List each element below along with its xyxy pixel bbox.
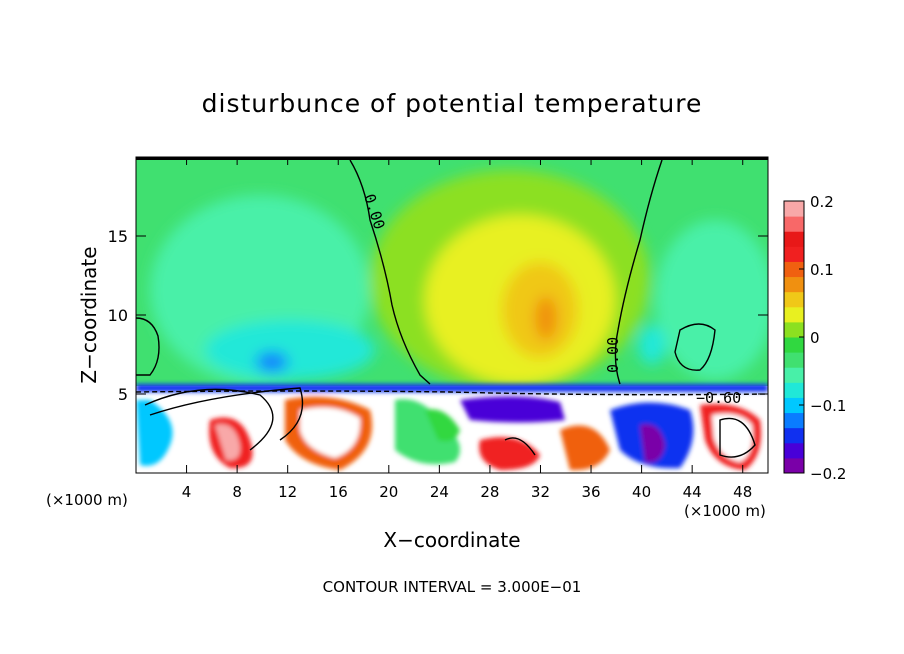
colorbar-swatch (784, 442, 804, 459)
colorbar-swatch (784, 382, 804, 398)
contour-interval-footer: CONTOUR INTERVAL = 3.000E−01 (323, 578, 582, 596)
colorbar-swatch (784, 412, 804, 429)
contour-lower-2 (149, 387, 304, 441)
x-tick-label: 28 (480, 483, 499, 501)
contour-lines (136, 159, 768, 458)
colorbar-swatch (784, 276, 804, 293)
contour-zero-right (614, 159, 663, 385)
colorbar-swatch (784, 352, 804, 368)
colorbar-swatch (784, 321, 804, 338)
colorbar-tick-label: −0.2 (810, 465, 846, 483)
colorbar-tick-label: 0.1 (810, 261, 834, 279)
contour-zero-left (349, 159, 431, 385)
y-tick-label: 10 (108, 306, 128, 325)
colorbar (783, 200, 805, 474)
colorbar-swatch (784, 261, 804, 278)
contour-label-2: 0.00 (604, 337, 622, 373)
x-axis-label: X−coordinate (383, 528, 520, 552)
layer-band-top (136, 384, 768, 392)
colorbar-swatch (784, 397, 804, 414)
colorbar-labels: 0.2 0.1 0 −0.1 −0.2 (799, 193, 846, 483)
y-axis-label: Z−coordinate (77, 246, 101, 383)
x-tick-label: 40 (632, 483, 651, 501)
x-tick-label: 24 (430, 483, 449, 501)
x-tick-label: 48 (733, 483, 752, 501)
x-unit-left: (×1000 m) (46, 491, 128, 509)
colorbar-swatch (784, 337, 804, 353)
top-ragged-edge (136, 157, 768, 160)
x-tick-label: 8 (232, 483, 242, 501)
x-tick-label: 36 (581, 483, 600, 501)
colorbar-tick-label: 0 (810, 329, 820, 347)
blob-mid-3 (460, 396, 565, 423)
x-tick-label: 16 (329, 483, 348, 501)
blob-mid-2 (395, 399, 460, 465)
chart-title: disturbunce of potential temperature (202, 89, 703, 118)
colorbar-swatch (784, 246, 804, 262)
blob-right-5 (640, 424, 665, 463)
blob-center-green (425, 409, 460, 442)
contour-label-3: −0.60 (696, 389, 741, 407)
colorbar-swatch (784, 291, 804, 308)
colorbar-tick-label: −0.1 (810, 397, 846, 415)
y-axis-ticks: 5 10 15 (108, 227, 768, 404)
x-axis-ticks: 4 8 12 16 20 24 28 32 36 40 44 48 (182, 157, 752, 501)
colorbar-swatch (784, 201, 804, 217)
x-tick-label: 20 (379, 483, 398, 501)
cool-region-mid-left (205, 320, 375, 380)
colorbar-swatch (784, 306, 804, 323)
x-tick-label: 12 (278, 483, 297, 501)
contour-lower-4 (719, 417, 756, 458)
colorbar-swatch (784, 427, 804, 444)
x-tick-label: 32 (531, 483, 550, 501)
contour-lower-3 (504, 437, 536, 456)
warm-core (535, 296, 557, 340)
y-tick-label: 5 (118, 385, 128, 404)
blob-right-4-core (712, 413, 753, 462)
cool-spot-right (638, 325, 666, 365)
contour-closed-left (136, 317, 160, 376)
contour-negative-dashed (136, 390, 768, 396)
y-tick-label: 15 (108, 227, 128, 246)
blob-right-1 (479, 437, 540, 470)
heatmap-field (136, 157, 768, 473)
cool-spot-left (256, 352, 288, 372)
blob-right-2 (560, 425, 610, 471)
colorbar-swatch (784, 457, 804, 474)
blob-left-1 (136, 400, 173, 466)
colorbar-swatch (784, 231, 804, 247)
blob-left-3 (215, 424, 241, 461)
colorbar-swatch (784, 216, 804, 232)
contour-closed-right (674, 323, 716, 371)
blob-mid-1-core (300, 407, 361, 458)
x-tick-label: 4 (182, 483, 192, 501)
x-tick-label: 44 (683, 483, 702, 501)
cool-region-right (655, 220, 768, 380)
contour-lower-1 (144, 388, 274, 451)
colorbar-swatch (784, 367, 804, 383)
colorbar-tick-label: 0.2 (810, 193, 834, 211)
x-unit-right: (×1000 m) (684, 502, 766, 520)
